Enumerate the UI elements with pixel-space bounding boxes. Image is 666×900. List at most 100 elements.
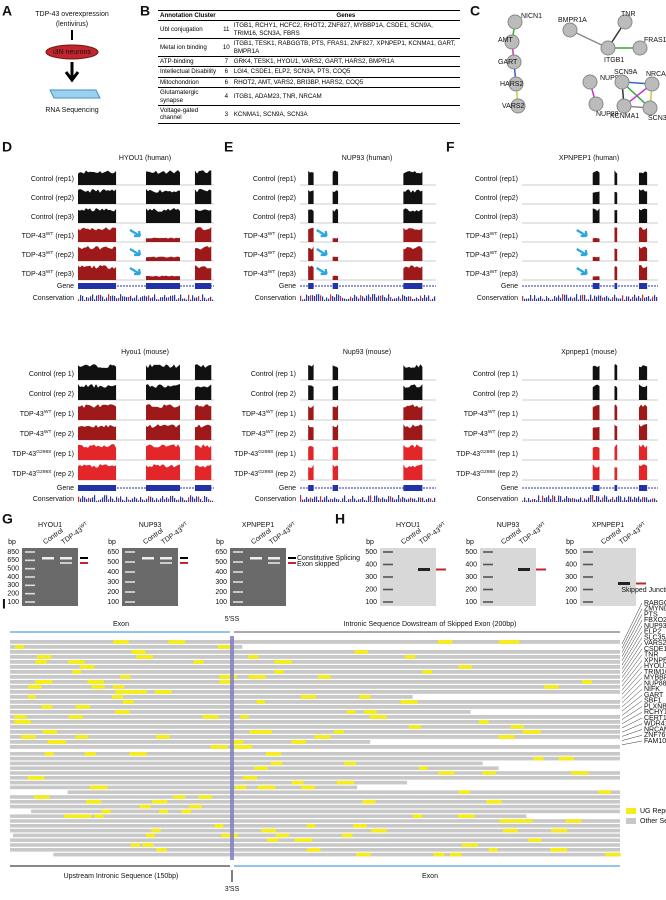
conservation-bar bbox=[338, 499, 340, 502]
conservation-bar bbox=[198, 496, 200, 502]
conservation-bar bbox=[568, 298, 570, 301]
conservation-bar bbox=[114, 500, 116, 502]
sequence bbox=[10, 752, 620, 756]
ladder-band bbox=[233, 581, 243, 583]
conservation-bar bbox=[342, 498, 344, 502]
track-label: Control (rep1) bbox=[475, 176, 518, 183]
sequence bbox=[10, 660, 620, 664]
conservation-label: Conservation bbox=[477, 496, 518, 503]
ug-repeat bbox=[214, 824, 224, 828]
cell: RHOT2, AMT, VARS2, BRI3BP, HARS2, COQ5 bbox=[231, 77, 460, 89]
conservation-bar bbox=[318, 294, 320, 301]
conservation-bar bbox=[648, 499, 650, 502]
label-part: (rep 2) bbox=[495, 471, 518, 478]
conservation-bar bbox=[102, 497, 104, 502]
conservation-bar bbox=[104, 299, 106, 301]
ladder-label: 200 bbox=[465, 586, 477, 593]
ladder-label: 500 bbox=[107, 559, 119, 566]
conservation-bar bbox=[644, 297, 646, 301]
ug-repeat bbox=[89, 785, 98, 790]
label-part: WT bbox=[268, 231, 276, 237]
conservation-bar bbox=[332, 296, 334, 301]
gel-title: NUP93 bbox=[497, 522, 520, 529]
conservation-bar bbox=[82, 295, 84, 301]
ladder-band bbox=[383, 576, 393, 578]
header-cell: Genes bbox=[231, 9, 460, 22]
ug-repeat bbox=[72, 670, 81, 674]
conservation-bar bbox=[156, 498, 158, 502]
conservation-bar bbox=[360, 295, 362, 301]
track-title: NUP93 (human) bbox=[342, 155, 393, 162]
ug-repeat bbox=[437, 640, 453, 644]
ladder-label: 300 bbox=[215, 579, 227, 586]
conservation-bar bbox=[194, 498, 196, 502]
conservation-bar bbox=[126, 297, 128, 301]
coverage bbox=[403, 227, 423, 242]
conservation-bar bbox=[540, 296, 542, 301]
ladder-band bbox=[25, 584, 35, 587]
ladder-label: 100 bbox=[7, 599, 19, 606]
conservation-bar bbox=[580, 295, 582, 301]
label-part: (rep2) bbox=[497, 252, 518, 259]
ug-repeat bbox=[151, 828, 161, 833]
conservation-bar bbox=[590, 495, 592, 502]
conservation-bar bbox=[324, 497, 326, 502]
coverage bbox=[592, 426, 600, 440]
track-label: TDP-43WT (rep2) bbox=[466, 250, 518, 259]
conservation-bar bbox=[380, 498, 382, 502]
gene-exon bbox=[194, 283, 212, 289]
gene-exon bbox=[308, 485, 314, 491]
ladder-label: 400 bbox=[465, 561, 477, 568]
ug-repeat bbox=[522, 730, 541, 734]
band bbox=[160, 562, 172, 564]
conservation-bar bbox=[118, 498, 120, 502]
ug-repeat bbox=[488, 848, 498, 852]
gene-exon bbox=[592, 283, 600, 289]
label-part: (rep 2) bbox=[51, 471, 74, 478]
coverage bbox=[78, 464, 117, 480]
track-label: Control (rep2) bbox=[475, 195, 518, 202]
gene-name: TNR bbox=[644, 652, 658, 659]
conservation-bar bbox=[540, 500, 542, 502]
sequence bbox=[10, 725, 620, 729]
conservation-bar bbox=[572, 497, 574, 502]
label-part: WT bbox=[266, 429, 274, 435]
conservation-bar bbox=[544, 299, 546, 301]
cell: ITGB1, TESK1, RABGGTB, PTS, FRAS1, ZNF82… bbox=[231, 38, 460, 58]
gene-exon bbox=[638, 283, 648, 289]
conservation-bar bbox=[384, 498, 386, 502]
conservation-bar bbox=[182, 298, 184, 301]
ug-repeat bbox=[274, 660, 293, 664]
conservation-bar bbox=[170, 495, 172, 502]
ug-repeat bbox=[400, 700, 418, 704]
conservation-bar bbox=[348, 499, 350, 502]
label-part: G298S bbox=[480, 449, 496, 455]
ug-repeat bbox=[193, 660, 204, 664]
ug-repeat bbox=[306, 824, 316, 828]
conservation-bar bbox=[146, 296, 148, 301]
connector bbox=[621, 723, 643, 733]
conservation-bar bbox=[400, 298, 402, 301]
conservation-bar bbox=[142, 499, 144, 502]
ladder-label: 850 bbox=[7, 549, 19, 556]
coverage bbox=[308, 385, 314, 400]
conservation-bar bbox=[414, 298, 416, 301]
coverage bbox=[614, 467, 618, 480]
conservation-bar bbox=[188, 294, 190, 301]
conservation-bar bbox=[394, 298, 396, 301]
legend-swatch bbox=[626, 818, 636, 824]
sequence bbox=[10, 650, 620, 654]
node-label: FRAS1 bbox=[644, 37, 666, 44]
band bbox=[142, 557, 154, 560]
conservation-bar bbox=[376, 495, 378, 502]
conservation-bar bbox=[126, 496, 128, 502]
conservation-bar bbox=[634, 496, 636, 502]
conservation-bar bbox=[188, 497, 190, 502]
gene-name: FAM102A bbox=[644, 738, 666, 745]
connector bbox=[621, 660, 643, 687]
ug-repeat bbox=[438, 771, 455, 775]
coverage bbox=[78, 246, 117, 261]
label-part: TDP-43 bbox=[20, 411, 44, 418]
conservation-bar bbox=[622, 295, 624, 301]
track-label: TDP-43WT (rep1) bbox=[244, 231, 296, 240]
